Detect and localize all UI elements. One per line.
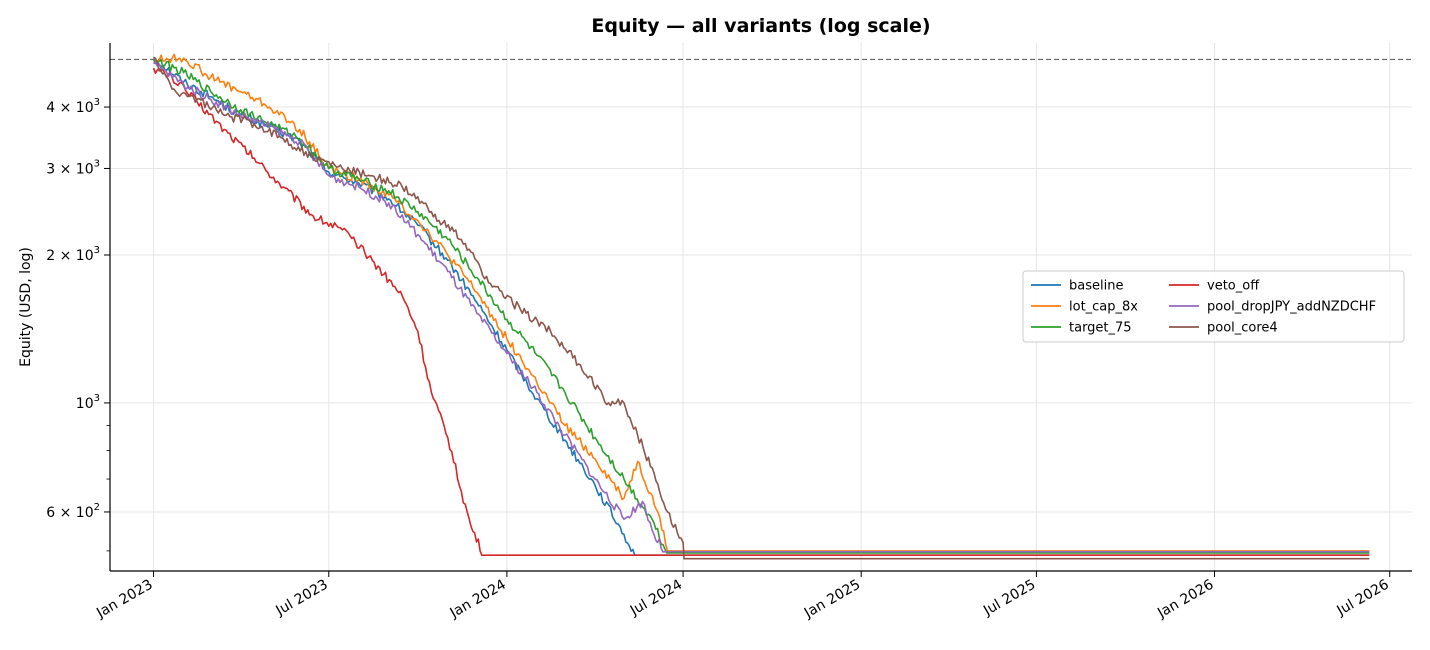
x-ticks: Jan 2023 Jul 2023 Jan 2024 Jul 2024 Jan 2025…: [93, 571, 1392, 622]
x-tick-label-3: Jul 2024: [627, 577, 685, 620]
legend-label-target_75: target_75: [1069, 321, 1132, 336]
x-tick-label-1: Jul 2023: [273, 577, 331, 620]
x-tick-label-5: Jul 2025: [980, 577, 1038, 620]
y-axis-label: Equity (USD, log): [18, 247, 34, 367]
y-tick-label-2: 2 × 103: [46, 245, 100, 264]
series-line-lot_cap_8x: [153, 53, 1370, 552]
legend: baseline lot_cap_8x target_75 veto_off pool_…: [1022, 270, 1405, 343]
legend-label-baseline: baseline: [1069, 279, 1123, 294]
y-tick-label-4: 4 × 103: [46, 97, 100, 116]
series-line-veto_off: [152, 67, 1370, 557]
legend-label-pool_dropJPY_addNZDCHF: pool_dropJPY_addNZDCHF: [1207, 300, 1376, 315]
series-line-pool_dropJPY_addNZDCHF: [152, 60, 1370, 553]
y-tick-label-3: 3 × 103: [46, 158, 100, 177]
series-lines: [152, 53, 1370, 560]
y-tick-label-0: 6 × 102: [46, 502, 100, 521]
x-tick-label-6: Jan 2026: [1154, 577, 1216, 622]
legend-box: [1022, 270, 1405, 343]
series-line-pool_core4: [153, 56, 1370, 560]
x-tick-label-0: Jan 2023: [93, 577, 155, 622]
x-tick-label-4: Jan 2025: [801, 577, 863, 622]
legend-label-pool_core4: pool_core4: [1207, 321, 1278, 336]
chart-title: Equity — all variants (log scale): [591, 15, 930, 37]
series-line-target_75: [152, 59, 1370, 554]
x-tick-label-7: Jul 2026: [1334, 577, 1392, 620]
legend-label-veto_off: veto_off: [1207, 279, 1260, 294]
legend-label-lot_cap_8x: lot_cap_8x: [1069, 300, 1138, 315]
axes: [109, 43, 1412, 572]
x-tick-label-2: Jan 2024: [447, 577, 509, 622]
y-ticks: 6 × 102 103 2 × 103 3 × 103 4 × 103: [46, 97, 110, 552]
y-tick-label-1: 103: [76, 393, 100, 412]
